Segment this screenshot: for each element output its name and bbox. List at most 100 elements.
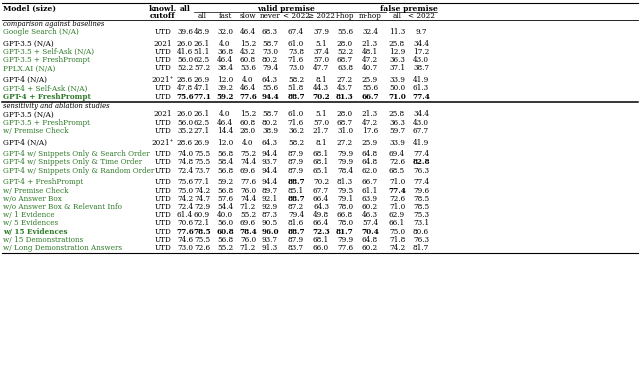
Text: 4.0: 4.0	[220, 40, 231, 48]
Text: 32.4: 32.4	[362, 28, 378, 36]
Text: 72.4: 72.4	[177, 167, 193, 175]
Text: UTD: UTD	[155, 167, 172, 175]
Text: 2021⁺: 2021⁺	[152, 76, 174, 84]
Text: 53.6: 53.6	[240, 65, 256, 72]
Text: 77.1: 77.1	[194, 179, 210, 186]
Text: 52.2: 52.2	[177, 65, 193, 72]
Text: UTD: UTD	[155, 211, 172, 219]
Text: 77.4: 77.4	[388, 187, 406, 194]
Text: all: all	[180, 5, 191, 13]
Text: 79.1: 79.1	[337, 195, 353, 203]
Text: 15.2: 15.2	[240, 110, 256, 119]
Text: 87.3: 87.3	[262, 211, 278, 219]
Text: 5.1: 5.1	[315, 110, 327, 119]
Text: GPT-4 w/ Snippets Only & Search Order: GPT-4 w/ Snippets Only & Search Order	[3, 150, 150, 158]
Text: 77.6: 77.6	[239, 93, 257, 101]
Text: 17.2: 17.2	[413, 48, 429, 56]
Text: 66.0: 66.0	[313, 244, 329, 252]
Text: GPT-3.5 (N/A): GPT-3.5 (N/A)	[3, 110, 54, 119]
Text: 78.0: 78.0	[337, 203, 353, 211]
Text: < 2022: < 2022	[283, 12, 309, 20]
Text: 74.7: 74.7	[194, 195, 210, 203]
Text: 61.3: 61.3	[413, 84, 429, 93]
Text: 4.0: 4.0	[243, 76, 253, 84]
Text: slow: slow	[240, 12, 256, 20]
Text: 78.5: 78.5	[413, 203, 429, 211]
Text: 81.3: 81.3	[337, 179, 353, 186]
Text: 5.1: 5.1	[315, 40, 327, 48]
Text: w/o Answer Box & Relevant Info: w/o Answer Box & Relevant Info	[3, 203, 122, 211]
Text: 2021: 2021	[154, 110, 172, 119]
Text: 68.1: 68.1	[313, 236, 329, 244]
Text: 64.8: 64.8	[362, 150, 378, 158]
Text: 83.7: 83.7	[288, 244, 304, 252]
Text: 88.7: 88.7	[287, 93, 305, 101]
Text: 59.7: 59.7	[389, 127, 405, 135]
Text: w/ 1 Evidence: w/ 1 Evidence	[3, 211, 54, 219]
Text: 93.7: 93.7	[262, 158, 278, 166]
Text: 72.9: 72.9	[194, 203, 210, 211]
Text: 60.8: 60.8	[240, 56, 256, 64]
Text: 94.4: 94.4	[262, 150, 278, 158]
Text: 81.7: 81.7	[413, 244, 429, 252]
Text: 81.6: 81.6	[288, 219, 304, 228]
Text: 64.3: 64.3	[262, 76, 278, 84]
Text: 32.0: 32.0	[217, 28, 233, 36]
Text: 47.2: 47.2	[362, 119, 378, 127]
Text: < 2022: < 2022	[408, 12, 435, 20]
Text: 36.3: 36.3	[389, 56, 405, 64]
Text: 76.3: 76.3	[413, 167, 429, 175]
Text: 82.8: 82.8	[412, 158, 429, 166]
Text: 57.2: 57.2	[194, 65, 210, 72]
Text: 62.5: 62.5	[194, 56, 210, 64]
Text: 55.6: 55.6	[362, 84, 378, 93]
Text: 15.2: 15.2	[240, 40, 256, 48]
Text: 44.3: 44.3	[313, 84, 329, 93]
Text: 27.2: 27.2	[337, 76, 353, 84]
Text: 63.9: 63.9	[362, 195, 378, 203]
Text: 70.6: 70.6	[177, 219, 193, 228]
Text: 21.3: 21.3	[362, 110, 378, 119]
Text: 72.1: 72.1	[194, 219, 210, 228]
Text: 58.7: 58.7	[262, 40, 278, 48]
Text: 88.7: 88.7	[287, 228, 305, 236]
Text: 60.8: 60.8	[216, 228, 234, 236]
Text: 43.7: 43.7	[337, 84, 353, 93]
Text: 66.7: 66.7	[361, 93, 379, 101]
Text: 68.7: 68.7	[337, 119, 353, 127]
Text: 92.1: 92.1	[262, 195, 278, 203]
Text: 33.9: 33.9	[389, 138, 405, 147]
Text: Google Search (N/A): Google Search (N/A)	[3, 28, 79, 36]
Text: 56.8: 56.8	[217, 187, 233, 194]
Text: 73.8: 73.8	[288, 48, 304, 56]
Text: 75.5: 75.5	[194, 150, 210, 158]
Text: 55.6: 55.6	[337, 28, 353, 36]
Text: 74.4: 74.4	[240, 195, 256, 203]
Text: 56.8: 56.8	[217, 167, 233, 175]
Text: 47.8: 47.8	[177, 84, 193, 93]
Text: 76.0: 76.0	[240, 236, 256, 244]
Text: 74.4: 74.4	[240, 158, 256, 166]
Text: 54.4: 54.4	[217, 203, 233, 211]
Text: UTD: UTD	[155, 195, 172, 203]
Text: 11.3: 11.3	[389, 28, 405, 36]
Text: 66.7: 66.7	[362, 179, 378, 186]
Text: 25.8: 25.8	[389, 110, 405, 119]
Text: 61.4: 61.4	[177, 211, 193, 219]
Text: GPT-3.5 + FreshPrompt: GPT-3.5 + FreshPrompt	[3, 56, 90, 64]
Text: 79.4: 79.4	[288, 211, 304, 219]
Text: 75.5: 75.5	[194, 158, 210, 166]
Text: 41.9: 41.9	[413, 138, 429, 147]
Text: 51.1: 51.1	[194, 48, 210, 56]
Text: 17.6: 17.6	[362, 127, 378, 135]
Text: 68.3: 68.3	[262, 28, 278, 36]
Text: 21.3: 21.3	[362, 40, 378, 48]
Text: 87.9: 87.9	[288, 150, 304, 158]
Text: 48.1: 48.1	[362, 48, 378, 56]
Text: false premise: false premise	[380, 5, 438, 13]
Text: 94.4: 94.4	[262, 167, 278, 175]
Text: 26.9: 26.9	[194, 138, 210, 147]
Text: 64.3: 64.3	[262, 138, 278, 147]
Text: 90.5: 90.5	[262, 219, 278, 228]
Text: 68.1: 68.1	[313, 150, 329, 158]
